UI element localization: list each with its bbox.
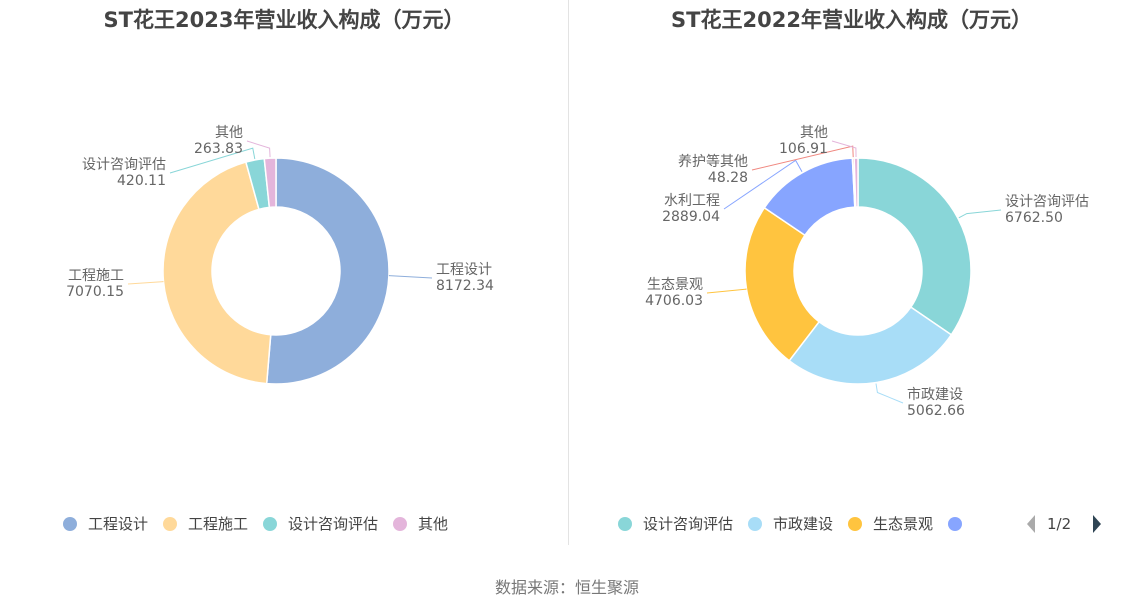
legend-label-3[interactable]: 设计咨询评估 — [288, 515, 378, 533]
chart-title-2022: ST花王2022年营业收入构成（万元） — [671, 8, 1032, 32]
slice-label-value-3: 4706.03 — [645, 293, 703, 309]
donut-slice-4[interactable] — [263, 157, 277, 209]
donut-slice-3[interactable] — [744, 206, 821, 362]
slice-label-name-3: 生态景观 — [647, 277, 703, 293]
leader-line-2 — [127, 281, 164, 285]
leader-line-4 — [723, 159, 803, 210]
leader-line-4 — [246, 140, 271, 158]
slice-label-value-3: 420.11 — [117, 173, 166, 189]
legend-marker-2[interactable] — [163, 517, 177, 531]
slice-label-value-1: 6762.50 — [1005, 210, 1063, 226]
donut-chart-2023: 工程设计8172.34工程施工7070.15设计咨询评估420.11其他263.… — [63, 125, 494, 533]
leader-line-3 — [169, 147, 256, 174]
slice-label-value-4: 2889.04 — [662, 209, 720, 225]
slice-label-name-1: 工程设计 — [436, 262, 492, 278]
legend-next-page-icon[interactable] — [1093, 515, 1101, 533]
slice-label-name-2: 工程施工 — [68, 268, 124, 284]
donut-slice-2[interactable] — [788, 306, 953, 385]
leader-line-5 — [751, 145, 854, 171]
legend-marker-1[interactable] — [63, 517, 77, 531]
donut-slice-2[interactable] — [162, 161, 272, 385]
donut-chart-2022: 设计咨询评估6762.50市政建设5062.66生态景观4706.03水利工程2… — [618, 125, 1101, 533]
legend-label-1[interactable]: 工程设计 — [88, 515, 148, 533]
slice-label-name-1: 设计咨询评估 — [1005, 194, 1089, 210]
chart-panel-2023: ST花王2023年营业收入构成（万元） 工程设计 8172.34 工程施工 7070.… — [0, 0, 568, 545]
leader-line-1 — [388, 275, 433, 279]
slice-label-name-4: 水利工程 — [664, 193, 720, 209]
slice-label-name-6: 其他 — [800, 125, 828, 141]
slice-label-value-1: 8172.34 — [436, 278, 494, 294]
legend-marker-3[interactable] — [848, 517, 862, 531]
legend-marker-3[interactable] — [263, 517, 277, 531]
legend-prev-page-icon[interactable] — [1027, 515, 1035, 533]
leader-line-2 — [875, 383, 904, 404]
slice-label-name-2: 市政建设 — [907, 386, 963, 403]
data-source-note: 数据来源：恒生聚源 — [494, 578, 639, 597]
legend-label-4[interactable]: 其他 — [418, 515, 448, 533]
legend-label-3[interactable]: 生态景观 — [873, 515, 933, 533]
slice-label-name-5: 养护等其他 — [678, 153, 748, 170]
leader-line-6 — [831, 140, 857, 158]
chart-title-2023: ST花王2023年营业收入构成（万元） — [103, 8, 465, 32]
legend-marker-2[interactable] — [748, 517, 762, 531]
leader-line-3 — [706, 288, 747, 294]
donut-slice-1[interactable] — [265, 157, 390, 385]
slice-label-value-6: 106.91 — [779, 141, 828, 157]
slice-label-name-4: 其他 — [215, 125, 243, 141]
slice-label-name-3: 设计咨询评估 — [82, 157, 166, 173]
donut-slice-6[interactable] — [853, 157, 859, 208]
slice-label-value-4: 263.83 — [194, 141, 243, 157]
legend-marker-1[interactable] — [618, 517, 632, 531]
chart-panel-2022: ST花王2022年营业收入构成（万元） 设计咨询评估 6762.50 市政建设 506… — [569, 0, 1134, 545]
legend-label-2[interactable]: 工程施工 — [188, 515, 248, 533]
donut-slice-1[interactable] — [857, 157, 972, 336]
slice-label-value-2: 5062.66 — [907, 403, 965, 419]
slice-label-value-2: 7070.15 — [66, 284, 124, 300]
slice-label-value-5: 48.28 — [708, 170, 748, 186]
legend-label-2[interactable]: 市政建设 — [773, 515, 833, 533]
legend-page-indicator: 1/2 — [1047, 515, 1071, 533]
leader-line-1 — [958, 209, 1002, 219]
panel-divider — [568, 0, 569, 545]
legend-marker-4[interactable] — [948, 517, 962, 531]
legend-marker-4[interactable] — [393, 517, 407, 531]
legend-label-1[interactable]: 设计咨询评估 — [643, 515, 733, 533]
